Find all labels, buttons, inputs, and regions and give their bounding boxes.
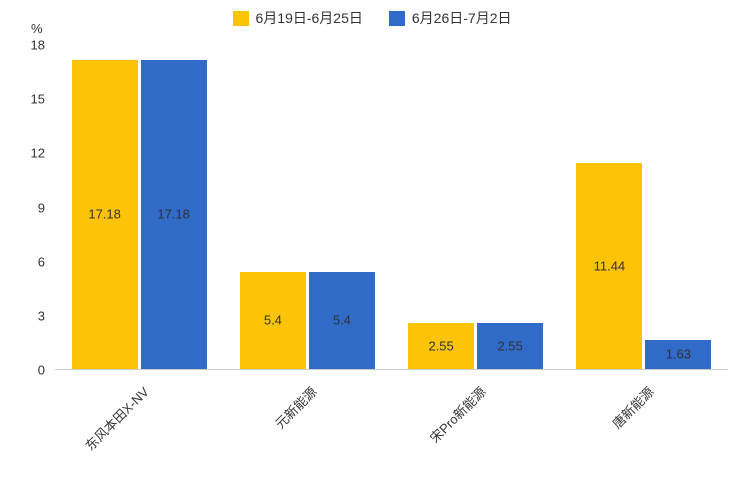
y-tick-label: 3 [37,308,45,324]
bar-value-label: 5.4 [263,312,282,328]
bar: 5.4 [239,271,306,369]
legend-item[interactable]: 6月19日-6月25日 [232,8,363,28]
x-category-label: 唐新能源 [609,384,657,432]
legend-swatch-icon [232,10,249,26]
bar-group: 11.44 1.63 [576,45,712,369]
y-tick-label: 9 [37,200,45,215]
legend-label: 6月19日-6月25日 [255,10,363,26]
bar: 5.4 [308,271,375,369]
x-category-label: 元新能源 [272,384,321,432]
plot-area: 17.18 17.18 5.4 5.4 2.55 2.55 11.44 1.63 [55,45,728,370]
y-tick-label: 6 [37,254,45,270]
bar-value-label: 2.55 [497,338,523,354]
bar-value-label: 17.18 [88,206,121,222]
bar-value-label: 17.18 [157,206,190,222]
bar-value-label: 11.44 [593,258,626,274]
bar-value-label: 2.55 [428,338,454,354]
bar-group: 5.4 5.4 [239,45,375,369]
bar: 11.44 [576,163,643,369]
bar: 1.63 [645,339,712,369]
bar: 2.55 [477,323,544,369]
y-tick-label: 0 [37,362,45,378]
bar: 2.55 [408,323,475,369]
bar-value-label: 5.4 [332,312,351,328]
legend-label: 6月26日-7月2日 [411,10,512,26]
y-tick-label: 18 [30,37,45,53]
y-tick-label: 15 [30,91,45,107]
legend-item[interactable]: 6月26日-7月2日 [388,8,512,28]
x-category-label: 东风本田X-NV [82,384,152,454]
bar: 17.18 [71,59,138,369]
plot-region: 0 3 6 9 12 15 18 17.18 17.18 5.4 5.4 2.55 2.55 11.44… [31,38,728,453]
legend-swatch-icon [388,10,405,26]
bar: 17.18 [140,59,207,369]
x-category-label: 宋Pro新能源 [426,384,489,446]
bar-group: 2.55 2.55 [408,45,544,369]
bar-value-label: 1.63 [665,346,692,362]
y-tick-label: 12 [30,145,45,161]
legend: 6月19日-6月25日 6月26日-7月2日 [0,8,744,28]
y-axis-unit-label: % [31,21,43,36]
bar-group: 17.18 17.18 [71,45,207,369]
x-axis: 东风本田X-NV 元新能源 宋Pro新能源 唐新能源 [55,370,728,480]
